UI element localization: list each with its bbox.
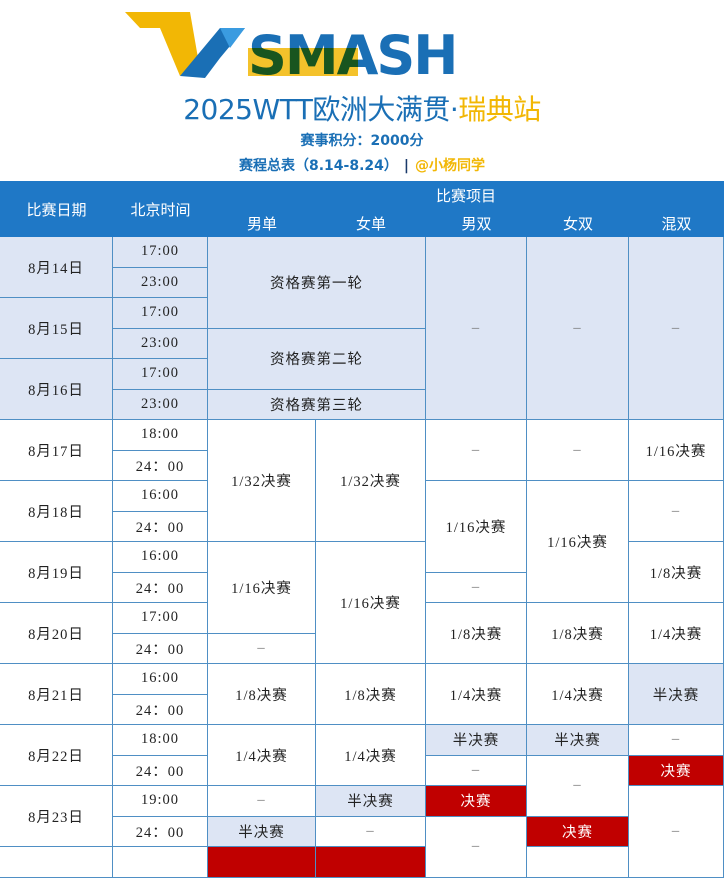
time-cell: 24：00 [113,755,208,786]
schedule-label: 赛程总表（8.14-8.24） [238,158,398,174]
header-mens-singles: 男单 [208,209,316,237]
match-cell: – [208,633,316,664]
time-cell: 16:00 [113,664,208,695]
smash-logo: SMASH [125,12,459,82]
match-cell: – [527,237,629,420]
match-cell: 决赛 [629,755,724,786]
match-cell: 1/8决赛 [208,664,316,725]
match-cell: – [426,755,527,786]
date-cell: 8月22日 [0,725,113,786]
time-cell: 24：00 [113,572,208,603]
match-cell [527,847,629,878]
time-cell: 19:00 [113,786,208,817]
time-cell: 24：00 [113,633,208,664]
match-cell: – [426,237,527,420]
match-cell: 1/4决赛 [629,603,724,664]
header-date: 比赛日期 [0,181,113,237]
match-cell: 1/16决赛 [426,481,527,573]
schedule-subtitle: 赛程总表（8.14-8.24） | @小杨同学 [0,155,724,175]
schedule-table: 比赛日期 北京时间 比赛项目 男单 女单 男双 女双 混双 8月14日 17:00… [0,181,724,878]
date-cell: 8月14日 [0,237,113,298]
date-cell: 8月23日 [0,786,113,847]
date-cell: 8月15日 [0,298,113,359]
header-womens-doubles: 女双 [527,209,629,237]
title-accent: 瑞典站 [458,93,541,126]
match-cell: – [629,481,724,542]
match-cell: 1/16决赛 [316,542,426,664]
date-cell: 8月17日 [0,420,113,481]
time-cell: 17:00 [113,298,208,329]
time-cell: 24：00 [113,816,208,847]
match-cell: – [527,755,629,817]
date-cell: 8月21日 [0,664,113,725]
time-cell: 18:00 [113,725,208,756]
title-main: 2025WTT欧洲大满贯· [183,93,459,126]
match-cell: 半决赛 [426,725,527,756]
match-cell: – [316,816,426,847]
time-cell: 24：00 [113,450,208,481]
match-cell: 1/8决赛 [629,542,724,603]
match-cell: 1/4决赛 [527,664,629,725]
match-cell: 1/8决赛 [426,603,527,664]
match-cell: – [629,237,724,420]
match-cell: 1/16决赛 [629,420,724,481]
time-cell: 23:00 [113,328,208,359]
match-cell: 1/16决赛 [527,481,629,603]
qualifying-round-cell: 资格赛第二轮 [208,328,426,390]
match-cell: 1/4决赛 [208,725,316,786]
date-cell: 8月19日 [0,542,113,603]
author-label: @小杨同学 [415,158,486,174]
match-cell [316,847,426,878]
qualifying-round-cell: 资格赛第三轮 [208,389,426,420]
match-cell: 半决赛 [629,664,724,725]
points-label: 赛事积分：2000分 [300,133,424,149]
qualifying-round-cell: 资格赛第一轮 [208,237,426,329]
match-cell [208,847,316,878]
header-mens-doubles: 男双 [426,209,527,237]
match-cell: 半决赛 [316,786,426,817]
match-cell: 1/16决赛 [208,542,316,634]
match-cell: 1/4决赛 [316,725,426,786]
match-cell: – [629,725,724,756]
time-cell [113,847,208,878]
match-cell: 半决赛 [208,816,316,847]
match-cell: 1/32决赛 [316,420,426,542]
match-cell: 1/8决赛 [316,664,426,725]
time-cell: 18:00 [113,420,208,451]
separator: | [403,158,410,174]
time-cell: 17:00 [113,237,208,268]
match-cell: 半决赛 [527,725,629,756]
header-mixed-doubles: 混双 [629,209,724,237]
match-cell: – [629,786,724,878]
match-cell: – [426,572,527,603]
time-cell: 17:00 [113,603,208,634]
time-cell: 17:00 [113,359,208,390]
date-cell: 8月20日 [0,603,113,664]
date-cell: 8月18日 [0,481,113,542]
time-cell: 16:00 [113,542,208,573]
match-cell: – [208,786,316,817]
match-cell: – [426,816,527,878]
time-cell: 24：00 [113,694,208,725]
match-cell: – [527,420,629,481]
date-cell [0,847,113,878]
match-cell: – [426,420,527,481]
time-cell: 23:00 [113,267,208,298]
match-cell: 1/8决赛 [527,603,629,664]
header-events: 比赛项目 [208,181,724,209]
time-cell: 23:00 [113,389,208,420]
match-cell: 决赛 [527,816,629,847]
header-time: 北京时间 [113,181,208,237]
match-cell: 1/4决赛 [426,664,527,725]
page-title: 2025WTT欧洲大满贯·瑞典站 [0,88,724,128]
match-cell: 1/32决赛 [208,420,316,542]
header-womens-singles: 女单 [316,209,426,237]
match-cell: 决赛 [426,786,527,817]
time-cell: 24：00 [113,511,208,542]
date-cell: 8月16日 [0,359,113,420]
time-cell: 16:00 [113,481,208,512]
